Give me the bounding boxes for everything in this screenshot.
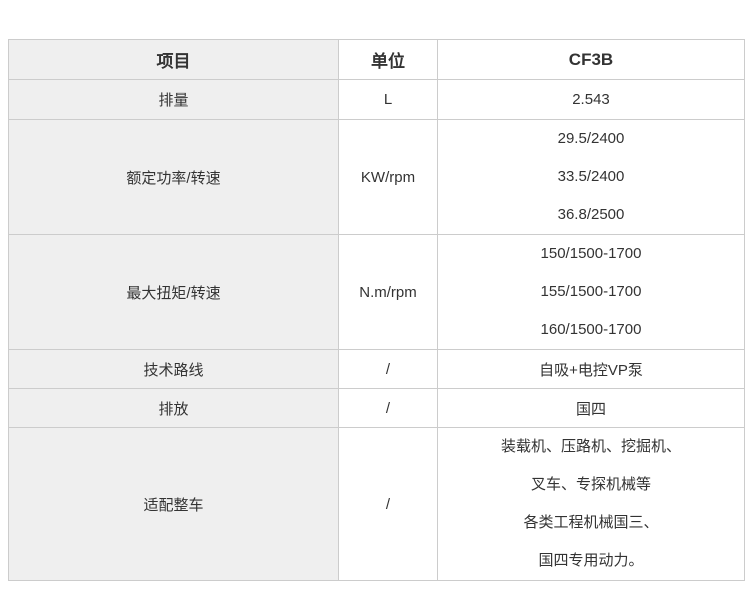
row-unit: / — [338, 427, 438, 581]
table-row-rated-power: 额定功率/转速 KW/rpm 29.5/2400 33.5/2400 36.8/… — [8, 119, 745, 235]
table-row-emission: 排放 / 国四 — [8, 388, 745, 428]
table-header-row: 项目 单位 CF3B — [8, 39, 745, 80]
row-item-label: 额定功率/转速 — [8, 119, 339, 235]
value-line: 叉车、专探机械等 — [530, 476, 651, 493]
row-value: 国四 — [437, 388, 745, 428]
value-line: 各类工程机械国三、 — [523, 514, 659, 531]
value-line: 36.8/2500 — [557, 206, 625, 223]
row-item-label: 适配整车 — [8, 427, 339, 581]
value-line: 150/1500-1700 — [540, 245, 642, 262]
row-item-label: 排量 — [8, 79, 339, 120]
row-unit: / — [338, 349, 438, 389]
row-unit: / — [338, 388, 438, 428]
row-item-label: 排放 — [8, 388, 339, 428]
row-unit: N.m/rpm — [338, 234, 438, 350]
row-values: 装载机、压路机、挖掘机、 叉车、专探机械等 各类工程机械国三、 国四专用动力。 — [437, 427, 745, 581]
row-unit: L — [338, 79, 438, 120]
value-line: 33.5/2400 — [557, 168, 625, 185]
row-value: 2.543 — [437, 79, 745, 120]
value-line: 国四专用动力。 — [538, 552, 644, 569]
table-row-tech-route: 技术路线 / 自吸+电控VP泵 — [8, 349, 745, 389]
value-line: 160/1500-1700 — [540, 321, 642, 338]
row-item-label: 技术路线 — [8, 349, 339, 389]
value-line: 29.5/2400 — [557, 130, 625, 147]
table-row-max-torque: 最大扭矩/转速 N.m/rpm 150/1500-1700 155/1500-1… — [8, 234, 745, 350]
table-row-applications: 适配整车 / 装载机、压路机、挖掘机、 叉车、专探机械等 各类工程机械国三、 国… — [8, 427, 745, 581]
engine-spec-table: 项目 单位 CF3B 排量 L 2.543 额定功率/转速 KW/rpm 29.… — [8, 39, 745, 581]
value-line: 装载机、压路机、挖掘机、 — [500, 438, 681, 455]
row-values: 150/1500-1700 155/1500-1700 160/1500-170… — [437, 234, 745, 350]
table-row-displacement: 排量 L 2.543 — [8, 79, 745, 120]
header-item: 项目 — [8, 39, 339, 80]
row-unit: KW/rpm — [338, 119, 438, 235]
header-unit: 单位 — [338, 39, 438, 80]
header-model: CF3B — [437, 39, 745, 80]
value-line: 155/1500-1700 — [540, 283, 642, 300]
row-value: 自吸+电控VP泵 — [437, 349, 745, 389]
row-item-label: 最大扭矩/转速 — [8, 234, 339, 350]
row-values: 29.5/2400 33.5/2400 36.8/2500 — [437, 119, 745, 235]
